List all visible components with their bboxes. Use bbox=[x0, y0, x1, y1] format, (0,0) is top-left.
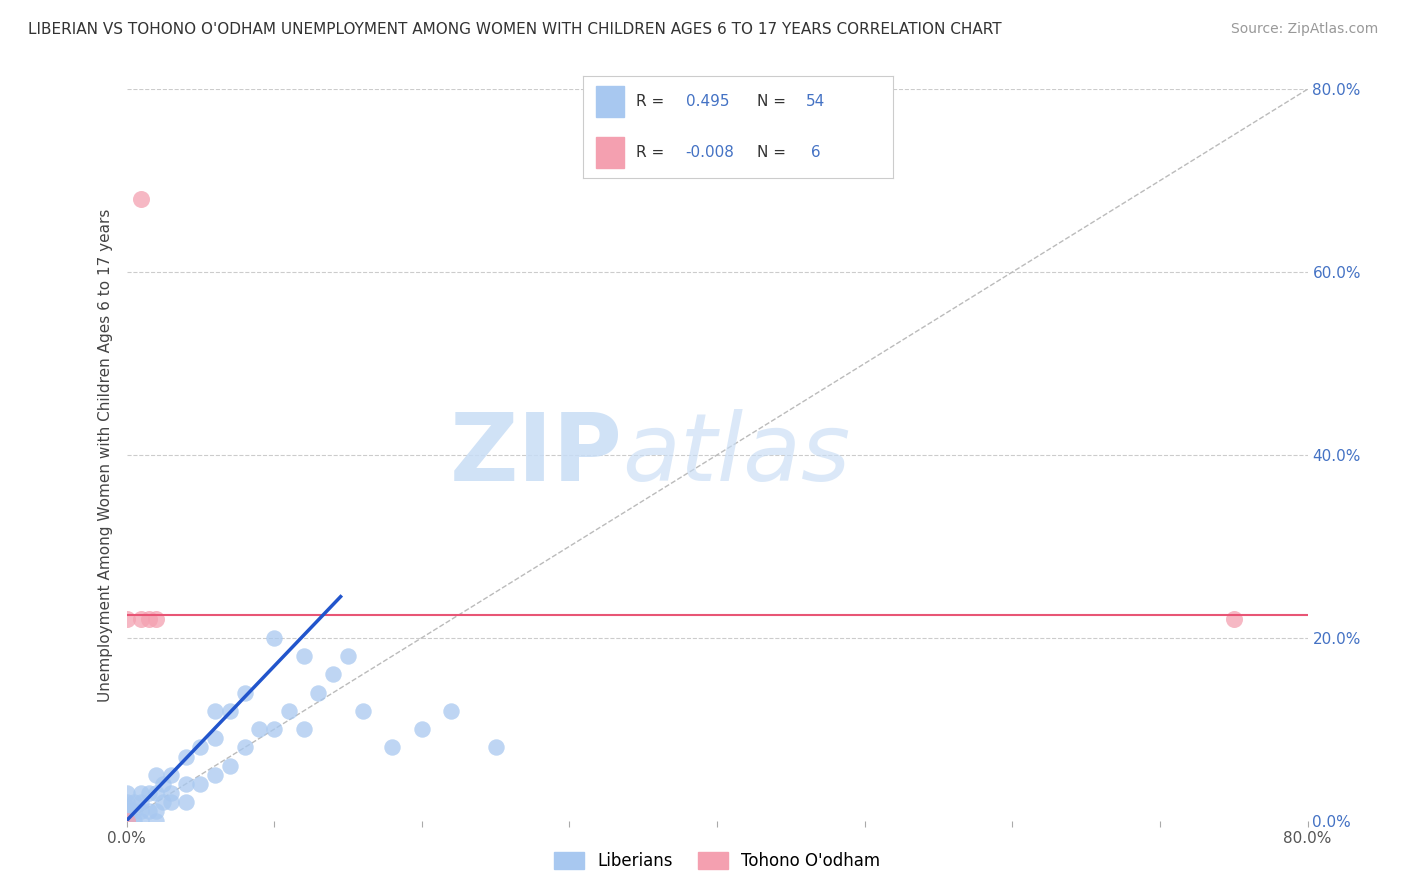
Point bbox=[138, 786, 160, 800]
Point bbox=[411, 723, 433, 737]
Point bbox=[292, 649, 315, 664]
Point bbox=[352, 704, 374, 718]
Point bbox=[122, 805, 145, 819]
Point bbox=[204, 731, 226, 746]
Point bbox=[1222, 613, 1246, 627]
Point bbox=[129, 796, 153, 810]
Point bbox=[307, 685, 329, 699]
Point bbox=[129, 814, 153, 828]
Point bbox=[188, 777, 211, 791]
Point bbox=[115, 809, 138, 823]
Point bbox=[129, 805, 153, 819]
Point bbox=[152, 796, 174, 810]
Text: Source: ZipAtlas.com: Source: ZipAtlas.com bbox=[1230, 22, 1378, 37]
Point bbox=[115, 814, 138, 828]
Point bbox=[174, 796, 197, 810]
Point bbox=[122, 796, 145, 810]
Point bbox=[219, 758, 242, 772]
Point bbox=[138, 805, 160, 819]
Point bbox=[138, 613, 160, 627]
Text: 54: 54 bbox=[806, 94, 825, 109]
Point bbox=[145, 768, 167, 782]
Text: LIBERIAN VS TOHONO O'ODHAM UNEMPLOYMENT AMONG WOMEN WITH CHILDREN AGES 6 TO 17 Y: LIBERIAN VS TOHONO O'ODHAM UNEMPLOYMENT … bbox=[28, 22, 1001, 37]
Text: 6: 6 bbox=[806, 145, 821, 161]
Text: N =: N = bbox=[756, 94, 790, 109]
Legend: Liberians, Tohono O'odham: Liberians, Tohono O'odham bbox=[546, 843, 889, 878]
Text: N =: N = bbox=[756, 145, 790, 161]
Point bbox=[115, 805, 138, 819]
Point bbox=[115, 613, 138, 627]
Point bbox=[233, 685, 256, 699]
Point bbox=[152, 777, 174, 791]
Text: atlas: atlas bbox=[623, 409, 851, 500]
Bar bbox=[596, 137, 624, 168]
Bar bbox=[596, 87, 624, 117]
Text: 0.495: 0.495 bbox=[686, 94, 730, 109]
Point bbox=[219, 704, 242, 718]
Point bbox=[115, 796, 138, 810]
Point bbox=[263, 631, 285, 645]
Point bbox=[204, 704, 226, 718]
Point bbox=[233, 740, 256, 755]
Text: R =: R = bbox=[636, 145, 669, 161]
Point bbox=[278, 704, 301, 718]
Point bbox=[247, 723, 270, 737]
Point bbox=[337, 649, 360, 664]
Point bbox=[115, 814, 138, 828]
Point bbox=[115, 814, 138, 828]
Point bbox=[322, 667, 344, 681]
Point bbox=[263, 723, 285, 737]
Point bbox=[115, 800, 138, 814]
Point bbox=[440, 704, 463, 718]
Point bbox=[145, 814, 167, 828]
Y-axis label: Unemployment Among Women with Children Ages 6 to 17 years: Unemployment Among Women with Children A… bbox=[97, 208, 112, 702]
Point bbox=[115, 786, 138, 800]
Text: ZIP: ZIP bbox=[450, 409, 623, 501]
Point bbox=[159, 768, 183, 782]
Point bbox=[115, 814, 138, 828]
Point bbox=[145, 786, 167, 800]
Point bbox=[115, 814, 138, 828]
Point bbox=[188, 740, 211, 755]
Text: R =: R = bbox=[636, 94, 669, 109]
Point bbox=[292, 723, 315, 737]
Point bbox=[159, 786, 183, 800]
Point bbox=[129, 786, 153, 800]
Point bbox=[129, 613, 153, 627]
Point bbox=[159, 796, 183, 810]
Text: -0.008: -0.008 bbox=[686, 145, 734, 161]
Point bbox=[204, 768, 226, 782]
Point bbox=[122, 814, 145, 828]
Point bbox=[174, 749, 197, 764]
Point bbox=[129, 192, 153, 206]
Point bbox=[174, 777, 197, 791]
Point bbox=[145, 805, 167, 819]
Point bbox=[115, 814, 138, 828]
Point bbox=[145, 613, 167, 627]
Point bbox=[381, 740, 404, 755]
Point bbox=[484, 740, 508, 755]
